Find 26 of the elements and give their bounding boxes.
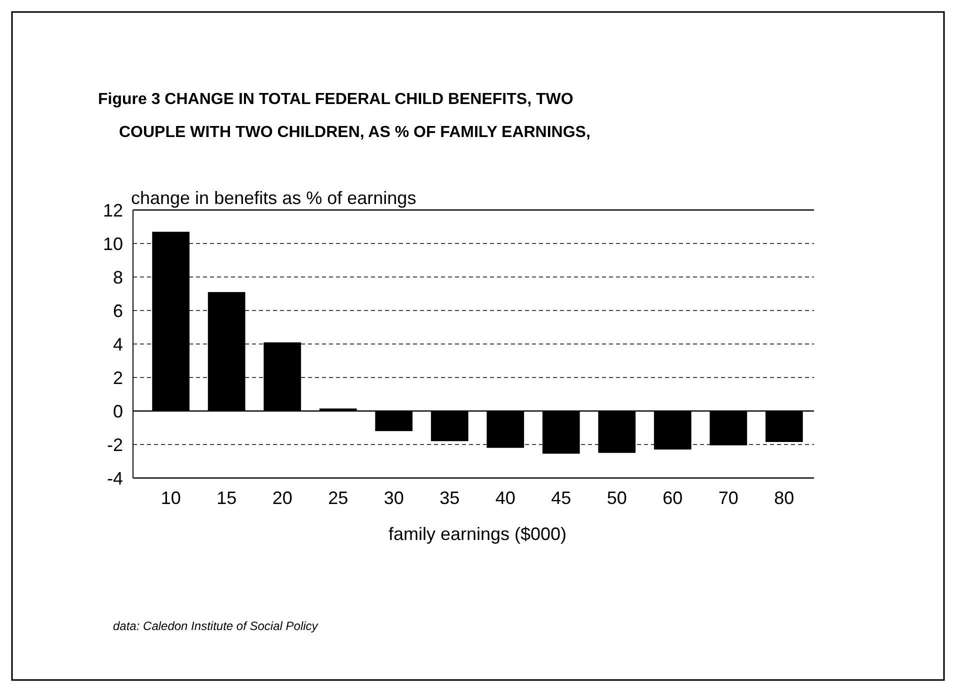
x-tick-label: 45 (551, 488, 572, 508)
x-tick-label: 70 (718, 488, 738, 508)
x-tick-label: 50 (606, 488, 627, 508)
y-tick-label: 2 (112, 368, 123, 388)
y-tick-label: 4 (112, 334, 123, 354)
x-tick-label: 15 (216, 488, 237, 508)
x-tick-label: 35 (440, 488, 460, 508)
chart-subtitle: COUPLE WITH TWO CHILDREN, AS % OF FAMILY EARNINGS, (119, 124, 590, 141)
y-tick-label: 8 (112, 267, 123, 288)
y-axis-title: change in benefits as % of earnings (131, 188, 416, 208)
x-axis-title: family earnings ($000) (388, 524, 567, 544)
y-tick-label: 6 (112, 300, 123, 321)
x-tick-label: 25 (328, 488, 348, 508)
x-tick-label: 10 (160, 488, 181, 508)
text: data: Caledon Institute of Social Policy (113, 619, 319, 633)
x-tick-label: 30 (384, 488, 404, 508)
y-tick-label: 10 (102, 234, 123, 254)
y-tick-label: -4 (106, 468, 123, 488)
chart-title: Figure 3 CHANGE IN TOTAL FEDERAL CHILD BENEFITS, TWO (98, 91, 574, 108)
x-tick-label: 20 (272, 488, 292, 508)
y-tick-label: -2 (106, 434, 123, 455)
y-tick-label: 12 (102, 200, 123, 220)
x-tick-label: 60 (662, 488, 683, 508)
x-tick-label: 40 (495, 488, 516, 508)
x-tick-label: 80 (774, 488, 794, 508)
y-tick-label: 0 (112, 401, 123, 422)
